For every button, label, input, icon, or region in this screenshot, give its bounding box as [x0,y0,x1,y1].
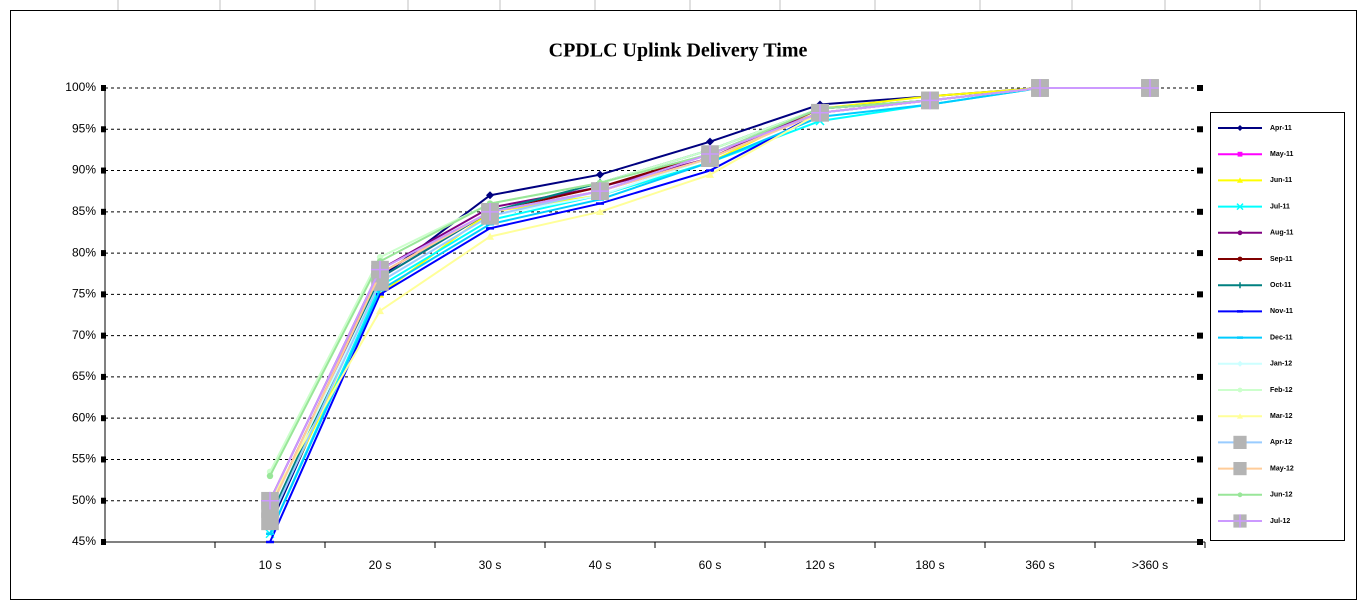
marker [1237,360,1243,367]
sheet-grid [117,0,1261,10]
marker-cross [1141,79,1159,97]
y-tick-label: 75% [72,287,96,301]
y-tick-label: 85% [72,204,96,218]
y2-tick-mark [1197,167,1203,174]
y-tick-mark [101,539,106,545]
marker [1233,435,1247,449]
y-tick-label: 60% [72,410,96,424]
y2-tick-mark [1197,126,1203,133]
y-tick-mark [101,250,106,257]
marker [486,232,494,240]
y-tick-mark [101,332,106,339]
marker [706,170,714,178]
chart-area [10,10,1357,600]
x-tick-label: 40 s [589,558,612,572]
legend-label: Dec-11 [1270,334,1293,341]
y-tick-mark [101,456,106,463]
marker [1237,387,1243,393]
marker-cross [591,182,609,200]
y-tick-mark [101,126,106,133]
x-tick-label: 60 s [699,558,722,572]
y2-tick-mark [1197,456,1203,463]
y-tick-label: 50% [72,493,96,507]
legend-label: Aug-11 [1270,230,1293,237]
y-tick-mark [101,373,106,380]
y-tick-label: 70% [72,328,96,342]
marker-cross [481,203,499,221]
marker-cross [921,91,939,110]
marker-cross [1031,79,1049,97]
x-tick-label: >360 s [1132,558,1168,572]
marker [1237,282,1243,289]
marker [266,472,274,480]
legend-label: Sep-11 [1270,256,1293,263]
legend-label: Jul-12 [1270,518,1290,525]
legend-label: May-12 [1270,465,1294,472]
chart-title: CPDLC Uplink Delivery Time [549,40,808,62]
y-tick-label: 100% [65,80,96,94]
marker [596,170,604,179]
y2-tick-mark [1197,85,1203,91]
y-tick-label: 95% [72,121,96,135]
marker-cross [811,103,829,122]
y2-tick-mark [1197,497,1203,504]
x-tick-label: 20 s [369,558,392,572]
y2-tick-mark [1197,332,1203,339]
legend-label: Mar-12 [1270,413,1293,420]
legend-label: Jun-11 [1270,177,1292,184]
y2-tick-mark [1197,291,1203,298]
y-tick-mark [101,208,106,215]
marker [596,207,604,216]
y-tick-mark [101,497,106,504]
marker [1237,151,1243,157]
marker [1237,177,1243,183]
y2-tick-mark [1197,373,1203,380]
x-tick-label: 180 s [915,558,944,572]
marker-cross [261,491,279,510]
y2-tick-mark [1197,415,1203,422]
legend-label: Apr-12 [1270,439,1292,446]
marker [486,191,494,200]
series [261,79,1159,510]
legend-label: Nov-11 [1270,308,1293,315]
legend-label: Apr-11 [1270,125,1292,132]
legend-label: Jan-12 [1270,361,1292,368]
legend-label: Jun-12 [1270,492,1293,499]
legend-label: May-11 [1270,151,1293,158]
y-tick-label: 45% [72,534,96,548]
x-tick-label: 10 s [259,558,282,572]
y-tick-mark [101,291,106,298]
y-tick-mark [101,415,106,422]
marker-cross [371,260,389,279]
y-tick-label: 90% [72,163,96,177]
y2-tick-mark [1197,208,1203,215]
y-tick-label: 55% [72,452,96,466]
legend-label: Feb-12 [1270,387,1293,394]
marker-cross [701,145,719,163]
legend-label: Oct-11 [1270,282,1292,289]
marker [706,137,714,146]
y-tick-mark [101,167,106,174]
marker [1237,230,1243,236]
marker [1237,413,1243,419]
marker [1237,256,1243,262]
x-tick-label: 360 s [1025,558,1054,572]
marker [1236,203,1244,211]
marker [1233,462,1247,476]
y2-tick-mark [1197,250,1203,257]
marker-cross [1233,514,1247,528]
y-tick-mark [101,85,106,91]
marker [1237,125,1243,131]
y-tick-label: 80% [72,245,96,259]
legend-label: Jul-11 [1270,203,1290,210]
x-tick-label: 120 s [805,558,834,572]
marker [1237,492,1243,498]
x-tick-label: 30 s [479,558,502,572]
y-tick-label: 65% [72,369,96,383]
marker [376,306,384,315]
